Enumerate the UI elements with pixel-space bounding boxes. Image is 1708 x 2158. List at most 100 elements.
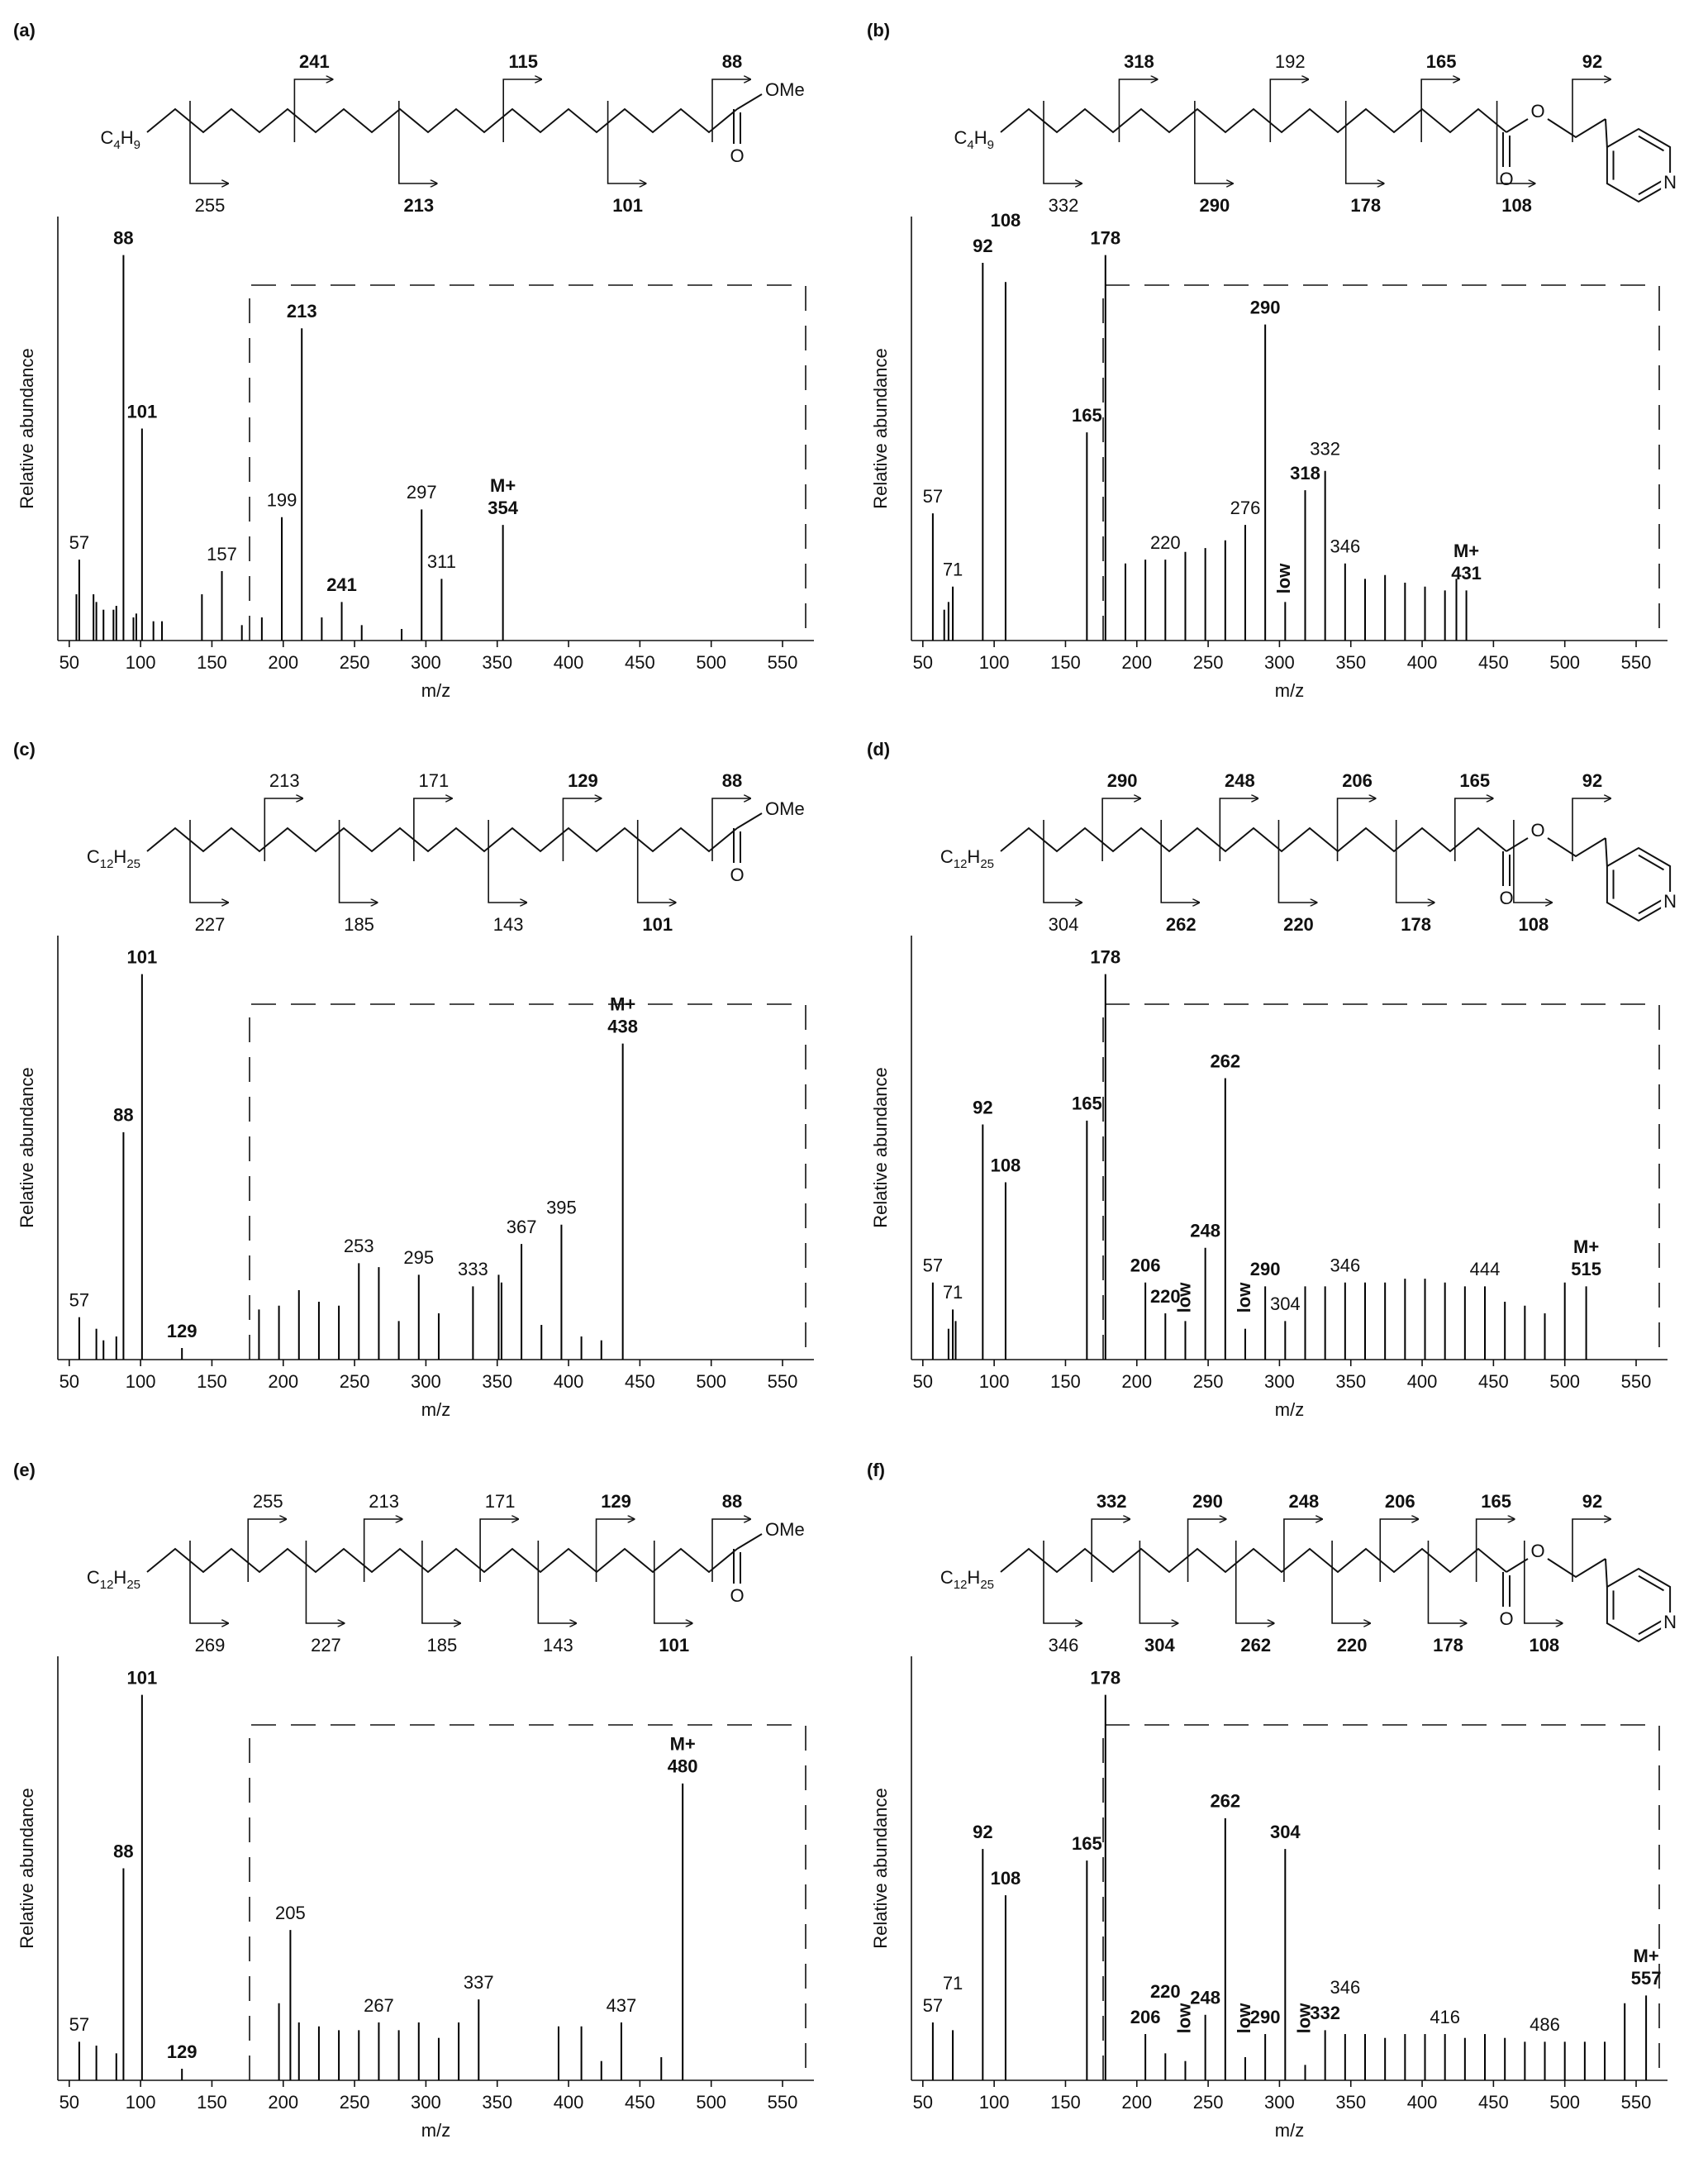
fragment-arrow <box>1475 1519 1515 1582</box>
chain-bond <box>146 107 738 134</box>
peak-label: 337 <box>464 1972 494 1993</box>
fragment-label: 185 <box>344 914 374 935</box>
substituent: C12H25 <box>87 1567 140 1593</box>
peak-label: 346 <box>1330 536 1360 557</box>
peak-label: 199 <box>267 490 297 511</box>
fragment-label: 108 <box>1501 195 1532 216</box>
fragment-arrow <box>537 1541 576 1623</box>
molecular-ion-label: M+ <box>1573 1236 1599 1257</box>
fragment-arrow <box>1043 101 1082 183</box>
peak-label: 92 <box>973 1822 992 1842</box>
low-label: low <box>1234 2003 1254 2034</box>
fragment-arrow <box>189 820 228 903</box>
fragment-label: 171 <box>485 1491 516 1512</box>
fragment-arrow <box>1101 798 1140 861</box>
ring-double-bond <box>1638 898 1664 915</box>
carbonyl-oxygen: O <box>730 1585 744 1606</box>
peak-label: 444 <box>1470 1259 1501 1279</box>
x-tick-label: 400 <box>554 652 584 673</box>
fragment-label: 88 <box>722 770 742 791</box>
ring-atom-bg <box>1661 173 1680 194</box>
peak-label: 332 <box>1310 2003 1340 2023</box>
peak-label: 346 <box>1330 1255 1360 1276</box>
chain-bond <box>1000 827 1507 853</box>
x-tick-label: 200 <box>268 1371 298 1392</box>
panel: (a) C4H9 O OMe 255 241 213 115 101 88 50 100 150 200 2… <box>13 20 814 701</box>
peak-label: 178 <box>1090 227 1120 248</box>
x-tick-label: 500 <box>696 2092 726 2113</box>
fragment-arrow <box>1572 79 1610 142</box>
fragment-arrow <box>488 820 526 903</box>
fragment-arrow <box>1344 101 1384 183</box>
x-axis-title: m/z <box>421 680 450 701</box>
ring-double-bond <box>1638 1618 1664 1636</box>
fragment-label: 227 <box>195 914 226 935</box>
fragment-label: 115 <box>508 51 538 72</box>
ring-bond <box>1605 837 1608 867</box>
fragment-label: 220 <box>1337 1635 1368 1655</box>
peak-label: 108 <box>991 210 1021 231</box>
substituent: C12H25 <box>940 846 994 872</box>
x-tick-label: 250 <box>340 2092 370 2113</box>
formula-part: 25 <box>126 857 140 871</box>
x-tick-label: 300 <box>1264 1371 1295 1392</box>
y-axis-title: Relative abundance <box>870 348 891 508</box>
fragment-label: 165 <box>1459 770 1490 791</box>
peak-label: 88 <box>113 1105 133 1126</box>
molecular-ion-number: 431 <box>1451 563 1482 584</box>
ester-bond <box>1506 837 1529 852</box>
peak-label: 304 <box>1270 1822 1301 1842</box>
peak-label: 290 <box>1250 2007 1281 2027</box>
carbonyl-oxygen: O <box>730 145 744 166</box>
ring-atom: N <box>1663 1612 1677 1632</box>
chain-bond <box>146 1547 738 1574</box>
fragment-arrow <box>1118 79 1157 142</box>
fragment-label: 178 <box>1401 914 1431 935</box>
fragment-arrow <box>1524 1541 1563 1623</box>
formula-part: 25 <box>126 1578 140 1592</box>
x-tick-label: 100 <box>126 652 156 673</box>
peak-label: 57 <box>923 486 943 507</box>
fragment-arrow <box>264 798 302 861</box>
x-tick-label: 250 <box>1193 1371 1224 1392</box>
fragment-arrow <box>1395 820 1434 903</box>
fragment-arrow <box>636 820 676 903</box>
fragment-label: 101 <box>612 195 643 216</box>
x-tick-label: 350 <box>482 652 512 673</box>
x-tick-label: 400 <box>1407 652 1438 673</box>
panel: (f) C12H25 O O N 346 332 304 290 262 248 220 206 178 1… <box>867 1460 1680 2141</box>
fragment-label: 171 <box>418 770 449 791</box>
ring-bond <box>1605 118 1608 148</box>
x-tick-label: 250 <box>1193 2092 1224 2113</box>
fragment-arrow <box>413 798 452 861</box>
fragment-label: 248 <box>1225 770 1255 791</box>
fragment-arrow <box>421 1541 460 1623</box>
x-axis-title: m/z <box>1275 680 1304 701</box>
x-tick-label: 500 <box>696 652 726 673</box>
x-tick-label: 350 <box>1335 652 1366 673</box>
x-tick-label: 350 <box>482 1371 512 1392</box>
peak-label: 248 <box>1190 1221 1220 1241</box>
linker-bond <box>1547 837 1606 858</box>
x-tick-label: 150 <box>1050 652 1081 673</box>
fragment-label: 129 <box>601 1491 631 1512</box>
fragment-label: 262 <box>1166 914 1197 935</box>
x-tick-label: 450 <box>625 2092 655 2113</box>
ring-double-bond <box>1638 1574 1664 1592</box>
ester-oxygen: O <box>1530 820 1544 841</box>
fragment-arrow <box>711 798 750 861</box>
x-tick-label: 100 <box>979 1371 1010 1392</box>
ring-atom: N <box>1663 172 1677 193</box>
substituent: C12H25 <box>87 846 140 872</box>
x-tick-label: 150 <box>1050 1371 1081 1392</box>
x-tick-label: 350 <box>1335 1371 1366 1392</box>
fragment-label: 192 <box>1275 51 1306 72</box>
fragment-label: 108 <box>1519 914 1549 935</box>
ring-bond <box>1605 1558 1608 1588</box>
x-tick-label: 250 <box>1193 652 1224 673</box>
low-label: low <box>1173 1282 1194 1313</box>
x-tick-label: 400 <box>1407 2092 1438 2113</box>
fragment-label: 185 <box>427 1635 458 1655</box>
molecular-ion-number: 438 <box>607 1016 638 1036</box>
fragment-label: 290 <box>1192 1491 1223 1512</box>
